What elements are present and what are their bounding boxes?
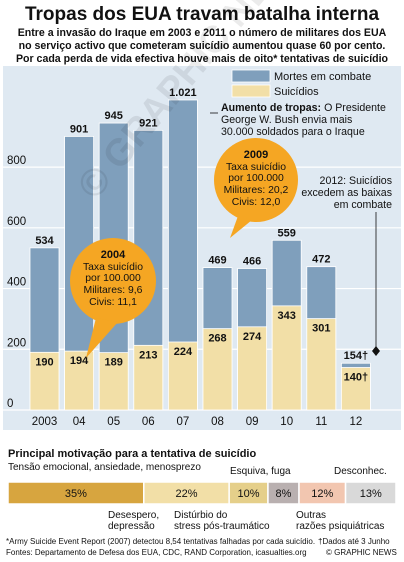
x-tick-label: 04 [73,416,86,428]
x-tick-label: 08 [211,416,224,428]
x-tick-label: 11 [315,416,327,428]
svg-text:Aumento de tropas:O Presidente: Aumento de tropas: O Presidente [221,102,386,114]
data-label-suicide: 190 [35,356,53,368]
motivation-segment-label: 35% [65,488,87,500]
data-label-suicide: 274 [243,331,262,343]
data-label-suicide: 189 [105,357,123,369]
surge-line-3: 30.000 soldados para o Iraque [221,126,365,138]
motivation-bar: 35% 22% 10% 8% 12% 13% [7,481,397,505]
data-label-combat: 921 [139,117,157,129]
legend-label-combat: Mortes em combate [274,71,371,83]
motivation-segment-label: 8% [276,488,292,500]
data-label-combat: 466 [243,256,261,268]
x-tick-label: 05 [107,416,120,428]
x-tick-label: 10 [280,416,293,428]
callout-2004-line-4: Civis: 11,1 [89,297,137,308]
y-tick-label: 400 [7,277,26,289]
footnote-attempts: *Army Suicide Event Report (2007) detect… [6,537,316,546]
label-escape: Esquiva, fuga [230,466,291,477]
label-emotional: Tensão emocional, ansiedade, menosprezo [8,462,201,473]
label-other-1: Outras [296,510,327,521]
surge-annotation: Aumento de tropas: O Presidente George W.… [210,102,386,138]
callout-2009: 2009 Taxa suicídio por 100.000 Militares… [214,138,298,238]
label-ptsd-1: Distúrbio do [174,510,228,521]
data-label-combat: 945 [105,110,123,122]
callout-2009-line-2: por 100.000 [228,173,284,184]
motivation-segment-label: 13% [360,488,382,500]
callout-2004-line-1: Taxa suicídio [83,262,143,273]
data-label-combat: 901 [70,123,88,135]
y-tick-label: 0 [7,398,13,410]
chart-title: Tropas dos EUA travam batalha interna [24,4,380,25]
subtitle-line-2: no serviço activo que cometeram suicídio… [18,40,386,52]
label-ptsd-2: stress pós-traumático [174,521,270,532]
data-label-suicide: 301 [312,323,330,335]
data-label-combat: 1.021 [169,87,197,99]
y-tick-label: 800 [7,155,26,167]
x-tick-label: 09 [246,416,259,428]
x-tick-label: 12 [350,416,363,428]
label-despair-2: depressão [108,521,155,532]
callout-2009-year: 2009 [244,149,268,161]
bar-suicide [202,328,233,411]
bar-suicide [133,344,164,411]
note-2012: 2012: Suicídios excedem as baixas em com… [301,175,392,356]
motivation-segment [344,481,397,505]
motivation-segment-label: 22% [175,488,197,500]
bar-suicide [271,305,302,411]
legend: Mortes em combate Suicídios [231,69,371,98]
callout-2004-line-3: Militares: 9,6 [84,285,143,296]
label-unknown: Desconhec. [334,466,387,477]
legend-label-suicide: Suicídios [274,86,319,98]
bar-suicide [237,326,268,411]
surge-title: Aumento de tropas: [221,102,321,114]
callout-2004-line-2: por 100.000 [85,273,141,284]
data-label-suicide: 343 [278,310,296,322]
y-tick-label: 200 [7,337,26,349]
callout-2004-year: 2004 [101,249,126,261]
data-label-combat: 469 [208,255,226,267]
bar-suicide [306,318,337,411]
note-2012-line-3: em combate [334,199,392,211]
note-2012-line-2: excedem as baixas [301,187,392,199]
data-label-combat: 154† [344,350,368,362]
callout-2009-line-1: Taxa suicídio [226,162,286,173]
callout-2009-line-3: Militares: 20,2 [224,185,289,196]
motivation-title: Principal motivação para a tentativa de … [8,448,257,460]
callout-2004: 2004 Taxa suicídio por 100.000 Militares… [70,238,156,358]
label-other-2: razões psiquiátricas [296,521,385,532]
bar-chart: 0 200 400 600 800 534 190 901 194 945 189 921 213 1.… [3,66,401,430]
bar-suicide [340,367,371,411]
surge-line-2: George W. Bush envia mais [221,114,352,126]
bar-suicide [167,341,198,411]
data-label-suicide: 224 [174,346,193,358]
data-label-suicide: 213 [139,349,157,361]
sources: Fontes: Departamento de Defesa dos EUA, … [6,548,307,557]
label-despair-1: Desespero, [108,510,160,521]
data-label-suicide: 194 [70,355,89,367]
x-tick-label: 2003 [32,416,58,428]
x-tick-label: 06 [142,416,155,428]
subtitle-line-3: Por cada perda de vida efectiva houve ma… [15,53,389,65]
data-label-combat: 559 [278,227,296,239]
bar-suicide [29,351,60,411]
legend-swatch-combat [231,69,271,83]
callout-2009-line-4: Civis: 12,0 [232,197,281,208]
legend-swatch-suicide [231,84,271,98]
motivation-segment-label: 10% [238,488,260,500]
x-tick-label: 07 [177,416,190,428]
note-2012-line-1: 2012: Suicídios [320,175,392,187]
data-label-suicide: 268 [208,333,226,345]
data-label-combat: 472 [312,254,330,266]
data-label-suicide: 140† [344,371,368,383]
footnote-dagger: †Dados até 3 Junho [318,537,390,546]
surge-line-1: O Presidente [324,102,386,114]
bar-suicide [64,350,94,411]
data-label-combat: 534 [35,235,54,247]
y-tick-label: 600 [7,216,26,228]
subtitle-line-1: Entre a invasão do Iraque em 2003 e 2011… [17,27,387,39]
motivation-segment-label: 12% [311,488,333,500]
credit: © GRAPHIC NEWS [326,548,397,557]
bar-suicide [98,352,129,411]
